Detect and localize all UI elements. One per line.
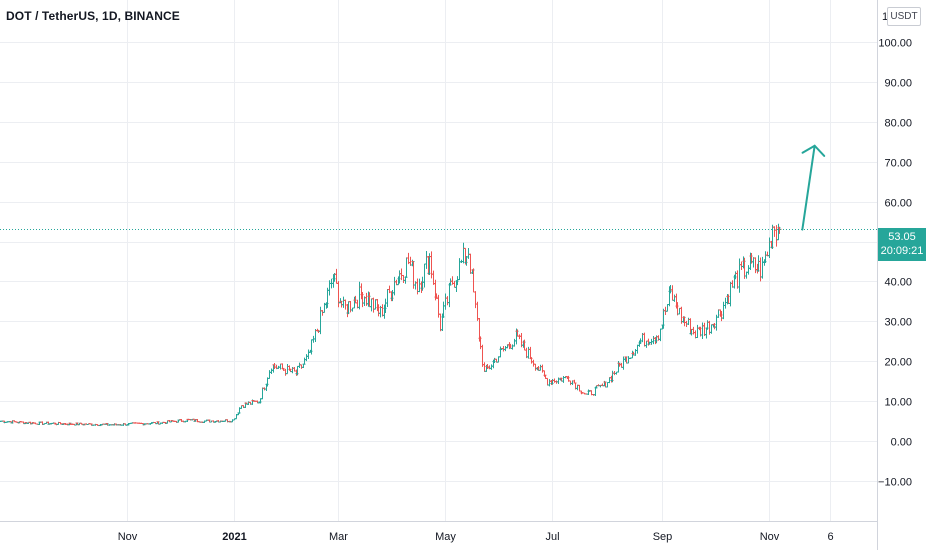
- price-tick-label: 70.00: [884, 158, 912, 170]
- time-tick-label: Nov: [118, 531, 138, 543]
- time-tick-label: May: [435, 531, 456, 543]
- time-tick-label: Sep: [653, 531, 673, 543]
- price-tick-label: 100.00: [878, 38, 912, 50]
- currency-button[interactable]: USDT: [887, 7, 921, 26]
- time-tick-label: 6: [827, 531, 833, 543]
- symbol-title: DOT / TetherUS, 1D, BINANCE: [6, 9, 180, 23]
- price-tick-label: 10.00: [884, 397, 912, 409]
- time-tick-label: 2021: [222, 531, 246, 543]
- time-tick-label: Mar: [329, 531, 348, 543]
- bar-countdown: 20:09:21: [878, 244, 926, 258]
- time-tick-label: Nov: [760, 531, 780, 543]
- price-tick-label: 40.00: [884, 277, 912, 289]
- price-tick-label: 80.00: [884, 118, 912, 130]
- price-tick-label: 30.00: [884, 317, 912, 329]
- last-price-value: 53.05: [878, 230, 926, 244]
- price-tick-label: 0.00: [891, 437, 912, 449]
- price-tick-label: 20.00: [884, 357, 912, 369]
- price-tick-label: 60.00: [884, 198, 912, 210]
- last-price-tag: 53.05 20:09:21: [878, 228, 926, 261]
- price-tick-label: 90.00: [884, 78, 912, 90]
- time-tick-label: Jul: [545, 531, 559, 543]
- price-tick-label: −10.00: [878, 477, 912, 489]
